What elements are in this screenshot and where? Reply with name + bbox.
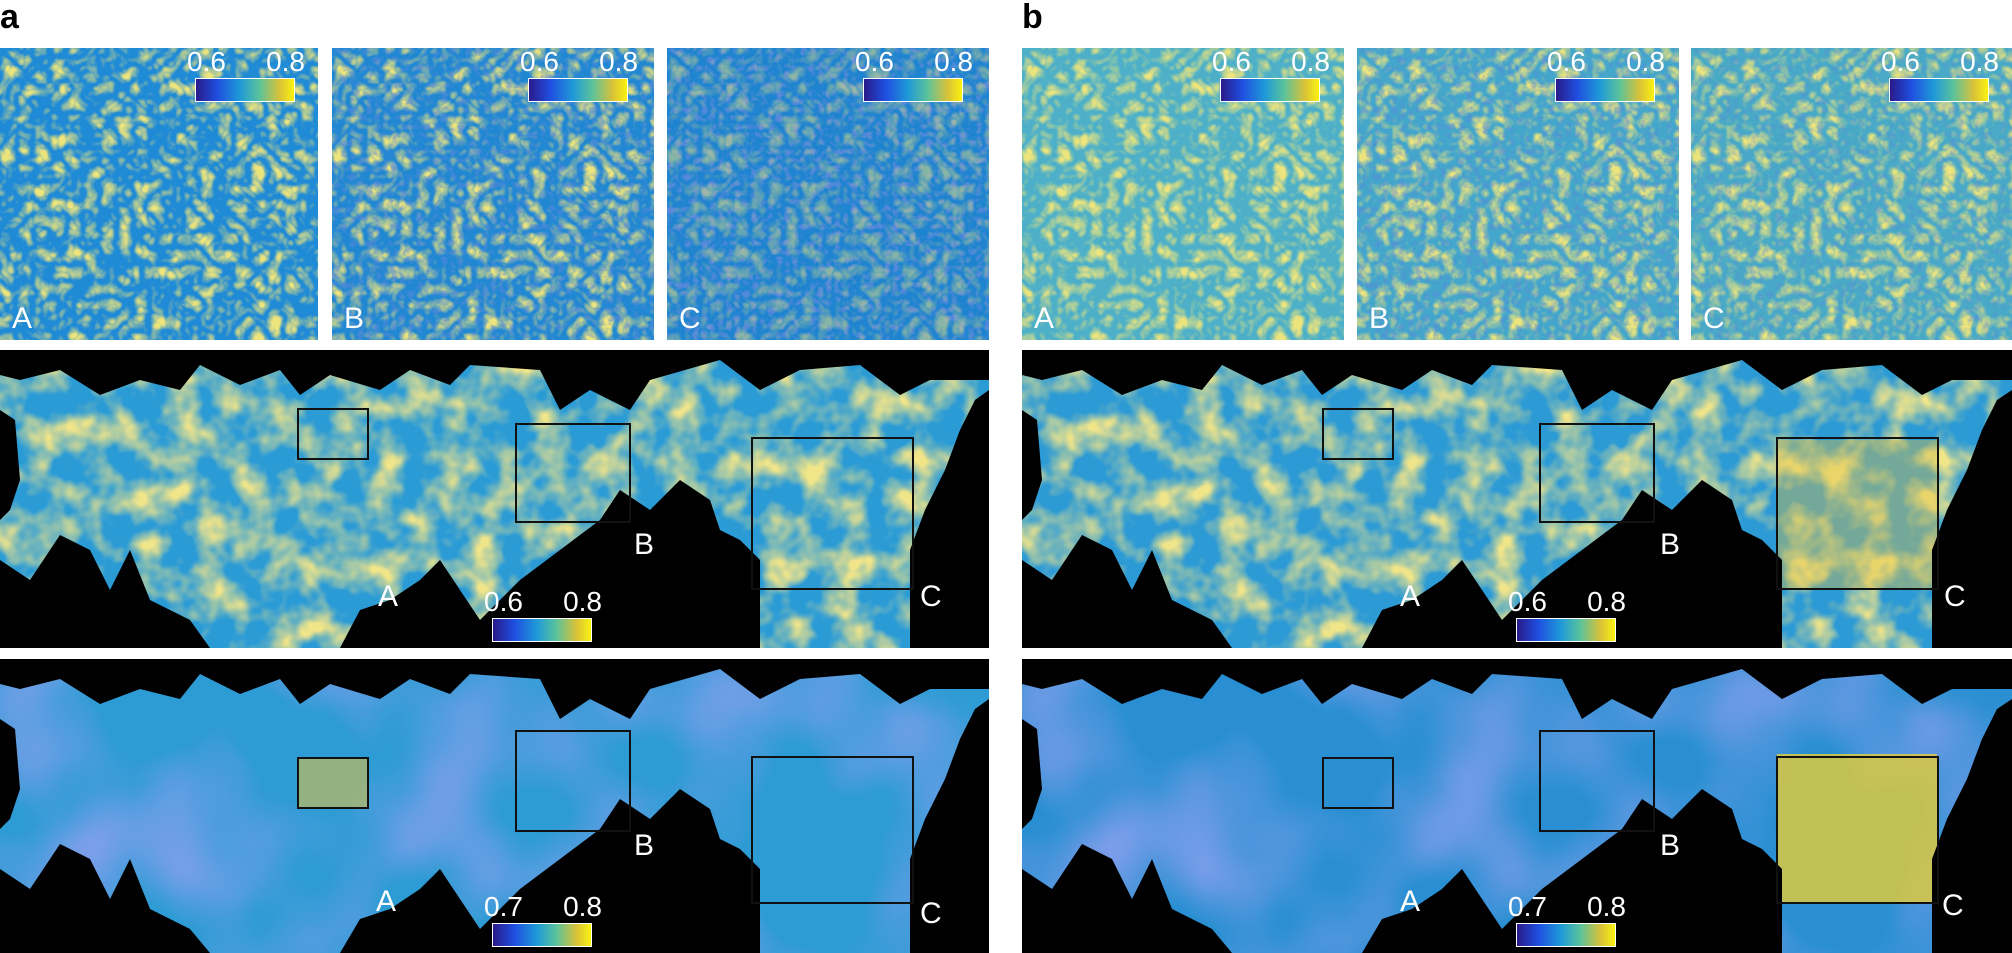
- region-box-C: [1776, 437, 1939, 590]
- region-box-B: [515, 423, 631, 523]
- region-box-B: [1539, 730, 1655, 832]
- texture-field: [0, 659, 989, 953]
- region-box-A: [1322, 408, 1394, 460]
- land-mask: [1022, 659, 2012, 953]
- texture-field: [0, 350, 989, 648]
- region-box-B: [515, 730, 631, 832]
- inset-map-a-C: 0.6 0.8 C: [667, 48, 989, 340]
- map-a-row2: A B C 0.7 0.8: [0, 659, 989, 953]
- inset-label: B: [344, 302, 365, 335]
- region-box-B: [1539, 423, 1655, 523]
- colorbar-gradient: [528, 78, 628, 102]
- colorbar-max: 0.8: [1291, 48, 1330, 77]
- panel-label-b: b: [1022, 0, 1043, 36]
- colorbar-gradient: [1555, 78, 1655, 102]
- colorbar: 0.6 0.8: [1212, 48, 1330, 102]
- region-label-C: C: [920, 897, 942, 930]
- colorbar-gradient: [195, 78, 295, 102]
- region-label-B: B: [634, 528, 655, 561]
- map-b-row1: A B C 0.6 0.8: [1022, 350, 2012, 648]
- inset-label: C: [1703, 302, 1725, 335]
- inset-map-a-A: 0.6 0.8 A: [0, 48, 318, 340]
- inset-label: B: [1369, 302, 1390, 335]
- land-mask: [0, 659, 989, 953]
- region-label-B: B: [1660, 528, 1681, 561]
- land-mask: [0, 350, 989, 648]
- colorbar-max: 0.8: [934, 48, 973, 77]
- colorbar-max: 0.8: [1626, 48, 1665, 77]
- colorbar-gradient: [492, 923, 592, 947]
- region-label-A: A: [378, 580, 399, 613]
- colorbar: 0.6 0.8: [855, 48, 973, 102]
- colorbar: 0.6 0.8: [520, 48, 638, 102]
- inset-map-a-B: 0.6 0.8 B: [332, 48, 654, 340]
- colorbar-min: 0.6: [1212, 48, 1251, 77]
- land-mask: [1022, 350, 2012, 648]
- colorbar: 0.6 0.8: [187, 48, 305, 102]
- colorbar-max: 0.8: [599, 48, 638, 77]
- region-label-C: C: [920, 580, 942, 613]
- colorbar-gradient: [1889, 78, 1989, 102]
- colorbar-gradient: [863, 78, 963, 102]
- colorbar-min: 0.7: [1508, 891, 1547, 922]
- texture-field: [1022, 659, 2012, 953]
- colorbar-min: 0.6: [520, 48, 559, 77]
- region-label-C: C: [1942, 889, 1964, 922]
- colorbar-gradient: [492, 618, 592, 642]
- colorbar: 0.7 0.8: [484, 893, 602, 947]
- inset-label: A: [1034, 302, 1055, 335]
- colorbar: 0.6 0.8: [1881, 48, 1999, 102]
- panel-label-a: a: [0, 0, 19, 36]
- region-box-A: [1322, 757, 1394, 809]
- region-label-B: B: [634, 829, 655, 862]
- colorbar: 0.7 0.8: [1508, 893, 1626, 947]
- colorbar-min: 0.6: [1508, 586, 1547, 617]
- region-box-C: [1776, 756, 1939, 904]
- region-box-C: [751, 756, 914, 904]
- region-label-C: C: [1944, 580, 1966, 613]
- colorbar-min: 0.6: [484, 586, 523, 617]
- colorbar-max: 0.8: [563, 586, 602, 617]
- inset-map-b-B: 0.6 0.8 B: [1357, 48, 1679, 340]
- colorbar-max: 0.8: [1960, 48, 1999, 77]
- inset-map-b-A: 0.6 0.8 A: [1022, 48, 1344, 340]
- colorbar-gradient: [1516, 923, 1616, 947]
- inset-label: C: [679, 302, 701, 335]
- inset-label: A: [12, 302, 33, 335]
- colorbar-min: 0.7: [484, 891, 523, 922]
- colorbar-gradient: [1516, 618, 1616, 642]
- colorbar: 0.6 0.8: [484, 588, 602, 642]
- texture-field: [1022, 350, 2012, 648]
- colorbar-min: 0.6: [1547, 48, 1586, 77]
- colorbar: 0.6 0.8: [1508, 588, 1626, 642]
- colorbar-max: 0.8: [563, 891, 602, 922]
- colorbar-min: 0.6: [187, 48, 226, 77]
- region-label-A: A: [1400, 885, 1421, 918]
- map-a-row1: A B C 0.6 0.8: [0, 350, 989, 648]
- region-label-B: B: [1660, 829, 1681, 862]
- colorbar-min: 0.6: [1881, 48, 1920, 77]
- colorbar: 0.6 0.8: [1547, 48, 1665, 102]
- colorbar-max: 0.8: [266, 48, 305, 77]
- colorbar-min: 0.6: [855, 48, 894, 77]
- region-box-A: [297, 408, 369, 460]
- colorbar-max: 0.8: [1587, 586, 1626, 617]
- map-b-row2: A B C 0.7 0.8: [1022, 659, 2012, 953]
- region-label-A: A: [1400, 580, 1421, 613]
- region-box-A: [297, 757, 369, 809]
- colorbar-gradient: [1220, 78, 1320, 102]
- colorbar-max: 0.8: [1587, 891, 1626, 922]
- inset-map-b-C: 0.6 0.8 C: [1691, 48, 2012, 340]
- region-label-A: A: [376, 885, 397, 918]
- region-box-C: [751, 437, 914, 590]
